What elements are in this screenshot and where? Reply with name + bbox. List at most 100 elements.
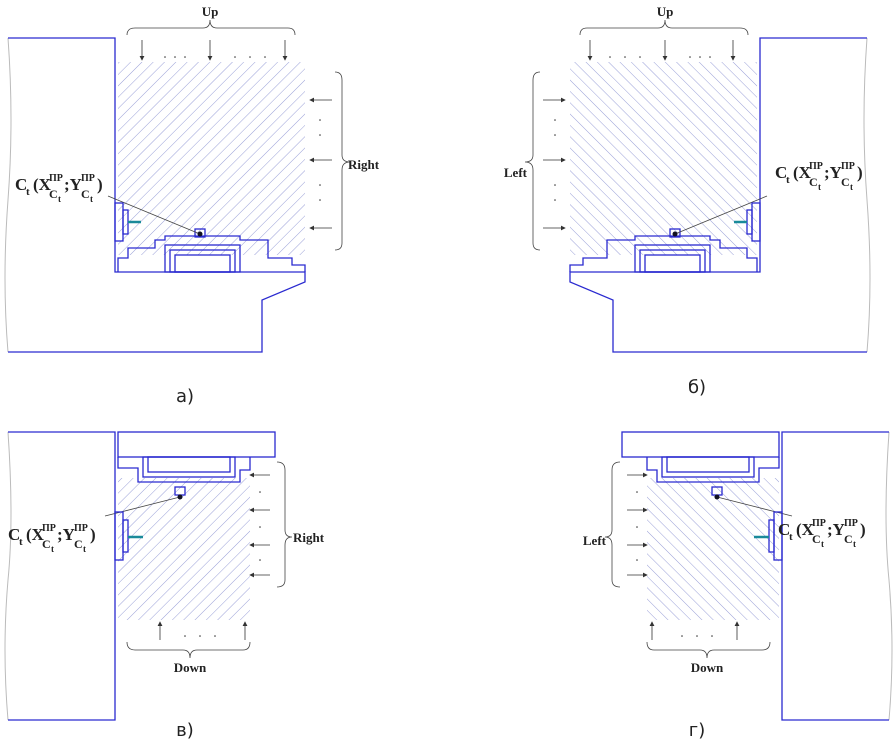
cut-zone — [647, 478, 779, 620]
formula-part: C — [74, 537, 83, 551]
formula-part: C — [812, 532, 821, 546]
formula-part: ПР — [844, 518, 858, 529]
wall — [569, 37, 867, 353]
dot — [264, 56, 266, 58]
brace — [579, 19, 749, 36]
direction-label: Left — [504, 165, 528, 180]
formula-part: (X — [796, 520, 815, 539]
formula-part: C — [809, 175, 818, 189]
brace — [524, 71, 541, 251]
point — [177, 494, 183, 500]
wavy-edge — [4, 431, 12, 721]
formula-part: ПР — [74, 523, 88, 534]
dot — [554, 134, 556, 136]
dot — [319, 199, 321, 201]
wall — [8, 431, 116, 721]
machine — [569, 235, 758, 272]
machine-part — [174, 254, 231, 273]
dot — [639, 56, 641, 58]
point — [714, 494, 720, 500]
machine-part — [142, 456, 236, 478]
formula-part: t — [51, 544, 54, 554]
formula-part: t — [19, 536, 23, 548]
tool-holder — [669, 228, 681, 238]
dot — [174, 56, 176, 58]
formula-part: ;Y — [64, 175, 82, 194]
formula-part: C — [15, 175, 27, 194]
panel-d — [604, 431, 893, 721]
formula-part: t — [821, 539, 824, 549]
brace — [126, 641, 251, 659]
brace — [604, 461, 621, 588]
formula-part: ) — [857, 163, 863, 182]
direction-label: Down — [691, 660, 724, 675]
panel-c — [4, 431, 293, 721]
machine — [621, 431, 780, 458]
formula-part: ) — [90, 525, 96, 544]
panel-a — [4, 19, 351, 353]
wavy-edge — [4, 37, 12, 353]
dot — [319, 134, 321, 136]
dot — [554, 119, 556, 121]
caption: б) — [688, 377, 706, 398]
formula-part: (X — [33, 175, 52, 194]
formula-part: t — [786, 174, 790, 186]
dot — [554, 184, 556, 186]
dot — [259, 526, 261, 528]
machine-part — [646, 457, 780, 483]
formula-part: t — [58, 194, 61, 204]
formula-part: t — [850, 182, 853, 192]
panel-b — [524, 19, 871, 353]
tool-holder — [194, 228, 206, 238]
dot — [319, 184, 321, 186]
formula-part: C — [775, 163, 787, 182]
caption: в) — [176, 720, 194, 741]
machine-part — [117, 457, 251, 483]
direction-label: Left — [583, 533, 607, 548]
formula-part: t — [853, 539, 856, 549]
brace — [646, 641, 771, 659]
dot — [319, 119, 321, 121]
dot — [184, 635, 186, 637]
dot — [214, 635, 216, 637]
direction-label: Up — [202, 4, 219, 19]
dot — [199, 635, 201, 637]
point — [197, 231, 203, 237]
dot — [689, 56, 691, 58]
machine-part — [644, 254, 701, 273]
formula-part: ПР — [81, 173, 95, 184]
brace — [126, 19, 296, 36]
dot — [609, 56, 611, 58]
dot — [184, 56, 186, 58]
dot — [554, 199, 556, 201]
wavy-edge — [885, 431, 893, 721]
formula-part: ПР — [49, 173, 63, 184]
cut-zone — [570, 62, 757, 255]
machine-part — [147, 456, 231, 473]
leader — [104, 496, 181, 517]
dot — [636, 559, 638, 561]
formula-part: t — [83, 544, 86, 554]
machine-part — [666, 456, 750, 473]
brace — [334, 71, 351, 251]
formula-part: ;Y — [824, 163, 842, 182]
dot — [699, 56, 701, 58]
formula-part: C — [778, 520, 790, 539]
formula-part: t — [789, 531, 793, 543]
machine — [117, 235, 306, 272]
formula-part: C — [81, 187, 90, 201]
direction-label: Right — [293, 530, 325, 545]
formula-part: ;Y — [57, 525, 75, 544]
caption: г) — [689, 720, 705, 741]
formula-part: ПР — [42, 523, 56, 534]
formula-part: C — [844, 532, 853, 546]
leader — [107, 195, 201, 235]
leader — [674, 195, 768, 235]
dot — [711, 635, 713, 637]
dot — [259, 491, 261, 493]
direction-label: Up — [657, 4, 674, 19]
dot — [681, 635, 683, 637]
formula-part: (X — [26, 525, 45, 544]
machine-part — [661, 456, 755, 478]
